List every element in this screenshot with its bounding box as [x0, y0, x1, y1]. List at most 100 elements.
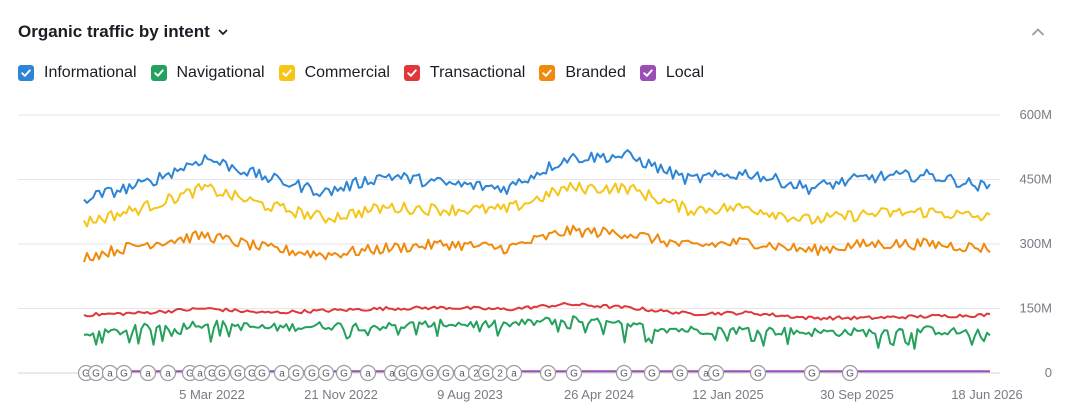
event-marker-label: G	[218, 369, 226, 380]
chevron-down-icon	[218, 29, 228, 35]
check-icon	[153, 69, 164, 77]
event-marker-label: a	[145, 369, 151, 380]
event-marker[interactable]: a	[101, 364, 119, 382]
event-marker-circle	[287, 364, 305, 382]
legend-item-navigational[interactable]: Navigational	[150, 64, 265, 82]
event-marker-label: a	[197, 369, 203, 380]
event-marker-circle	[115, 364, 133, 382]
event-marker-label: a	[165, 369, 171, 380]
event-marker-circle	[405, 364, 423, 382]
series-line-informational	[83, 149, 991, 204]
event-marker-circle	[335, 364, 353, 382]
event-marker[interactable]: G	[335, 364, 353, 382]
event-marker-label: G	[308, 369, 316, 380]
legend-checkbox[interactable]	[278, 65, 295, 81]
series-line-transactional	[83, 301, 991, 321]
event-marker-label: 2	[473, 369, 479, 380]
event-marker[interactable]: G	[803, 364, 821, 382]
y-tick-label: 0	[1045, 365, 1052, 380]
series-lines	[83, 149, 991, 373]
event-marker-circle	[643, 364, 661, 382]
legend-checkbox[interactable]	[403, 65, 420, 81]
legend: Informational Navigational Commercial Trans…	[18, 62, 718, 84]
event-marker[interactable]: a	[273, 364, 291, 382]
event-marker[interactable]: G	[565, 364, 583, 382]
legend-label: Local	[665, 64, 705, 81]
event-marker-label: G	[340, 369, 348, 380]
event-marker[interactable]: G	[643, 364, 661, 382]
legend-item-informational[interactable]: Informational	[18, 64, 137, 82]
event-marker[interactable]: a	[139, 364, 157, 382]
event-marker[interactable]: G	[229, 364, 247, 382]
legend-label: Branded	[565, 64, 626, 81]
event-marker-label: a	[511, 369, 517, 380]
event-marker[interactable]: 2	[491, 364, 509, 382]
event-marker[interactable]: a	[505, 364, 523, 382]
event-marker[interactable]: G	[421, 364, 439, 382]
series-line-commercial	[83, 181, 991, 228]
legend-label: Transactional	[429, 64, 526, 81]
event-marker-label: G	[648, 369, 656, 380]
legend-item-transactional[interactable]: Transactional	[403, 64, 526, 82]
y-tick-label: 150M	[1019, 301, 1052, 316]
legend-label: Commercial	[304, 64, 390, 81]
x-tick-label: 26 Apr 2024	[564, 387, 634, 402]
event-marker-label: G	[322, 369, 330, 380]
event-marker-label: G	[676, 369, 684, 380]
collapse-button[interactable]	[1027, 21, 1049, 43]
legend-label: Informational	[44, 64, 137, 81]
legend-item-commercial[interactable]: Commercial	[278, 64, 390, 82]
event-marker-circle	[505, 364, 523, 382]
x-tick-label: 9 Aug 2023	[437, 387, 503, 402]
event-marker-label: G	[292, 369, 300, 380]
legend-checkbox[interactable]	[18, 65, 34, 81]
event-marker-label: a	[279, 369, 285, 380]
legend-label: Navigational	[176, 64, 265, 81]
check-icon	[407, 69, 417, 77]
event-marker[interactable]: G	[539, 364, 557, 382]
event-marker-label: G	[208, 369, 216, 380]
event-marker-circle	[803, 364, 821, 382]
event-marker-circle	[565, 364, 583, 382]
event-marker[interactable]: G	[87, 364, 105, 382]
event-marker[interactable]: a	[159, 364, 177, 382]
event-marker-label: a	[365, 369, 371, 380]
y-tick-label: 450M	[1019, 172, 1052, 187]
legend-checkbox[interactable]	[150, 65, 167, 81]
event-marker[interactable]: G	[707, 364, 725, 382]
event-marker-label: G	[442, 369, 450, 380]
x-tick-label: 21 Nov 2022	[304, 387, 378, 402]
event-marker-label: a	[703, 369, 709, 380]
event-marker[interactable]: G	[671, 364, 689, 382]
event-marker[interactable]: G	[405, 364, 423, 382]
event-marker[interactable]: G	[253, 364, 271, 382]
event-marker[interactable]: G	[213, 364, 231, 382]
event-marker[interactable]: a	[453, 364, 471, 382]
legend-item-branded[interactable]: Branded	[539, 64, 626, 82]
event-marker[interactable]: G	[317, 364, 335, 382]
legend-item-local[interactable]: Local	[639, 64, 705, 82]
event-marker-label: G	[410, 369, 418, 380]
event-marker-label: G	[248, 369, 256, 380]
event-marker-circle	[707, 364, 725, 382]
event-marker[interactable]: G	[287, 364, 305, 382]
event-marker[interactable]: G	[615, 364, 633, 382]
title-dropdown[interactable]: Organic traffic by intent	[18, 22, 230, 42]
legend-checkbox[interactable]	[639, 65, 656, 81]
event-marker[interactable]: G	[437, 364, 455, 382]
event-marker-circle	[671, 364, 689, 382]
check-icon	[542, 69, 553, 77]
event-marker-label: G	[482, 369, 490, 380]
event-marker[interactable]: G	[477, 364, 495, 382]
event-marker-circle	[749, 364, 767, 382]
event-marker[interactable]: G	[841, 364, 859, 382]
event-marker-label: a	[107, 369, 113, 380]
legend-checkbox[interactable]	[539, 65, 556, 81]
event-marker[interactable]: G	[749, 364, 767, 382]
event-marker[interactable]: G	[115, 364, 133, 382]
event-marker-label: G	[234, 369, 242, 380]
event-marker[interactable]: a	[359, 364, 377, 382]
event-marker-label: 2	[497, 369, 503, 380]
event-marker[interactable]: G	[303, 364, 321, 382]
